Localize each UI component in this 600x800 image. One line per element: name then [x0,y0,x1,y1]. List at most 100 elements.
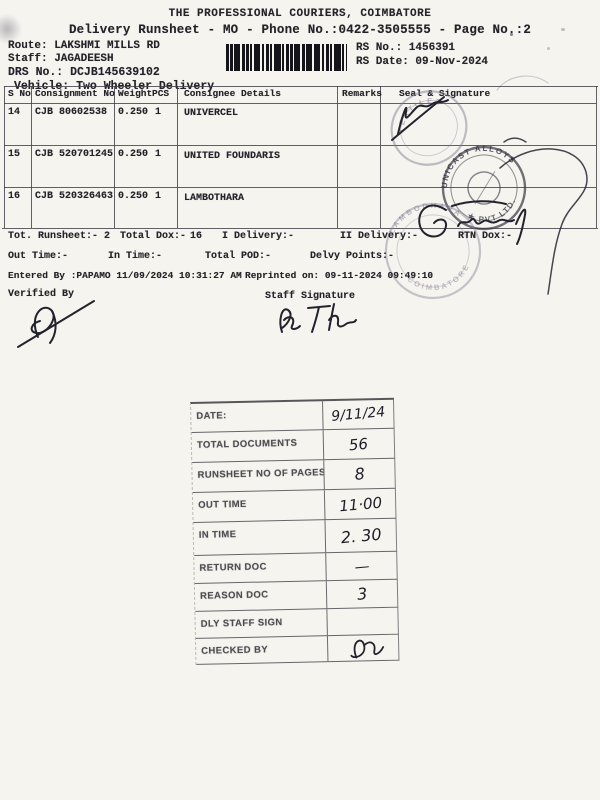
out-time-label: Out Time:- [8,251,69,262]
delivery-tally-stamp-block: DATE: 9/11/24 TOTAL DOCUMENTS 56 RUNSHEE… [190,397,400,665]
rtn-dox-label: RTN Dox:- [458,231,513,242]
total-pod-label: Total POD:- [205,251,272,262]
stamp-value-cell: 9/11/24 [322,399,394,430]
runsheet-barcode [226,44,347,71]
checked-by-signature [350,639,385,658]
cell-consignment: CJB 520326463 [35,191,114,202]
pencil-swirl-mark [496,75,549,91]
col-header-seal: Seal & Signature [399,88,491,99]
in-time-label: In Time:- [108,251,163,262]
col-header-consignee: Consignee Details [184,88,281,99]
staff-signature [279,303,357,333]
stamp-label: TOTAL DOCUMENTS [196,437,298,451]
verified-by-label: Verified By [8,289,75,300]
pen-flourish-tail [499,137,588,295]
stamp-row-reason-doc: REASON DOC 3 [194,579,399,612]
stamp-row-out-time: OUT TIME 11·00 [192,488,397,523]
handwritten-out-time: 11·00 [337,493,383,515]
table-gridline [31,86,32,228]
stamp-label: RUNSHEET NO OF PAGES [197,467,324,481]
handwritten-return-doc-dash: — [353,556,370,576]
delivery1-label: I Delivery:- [222,231,295,242]
route-line: Route: LAKSHMI MILLS RD [8,40,160,52]
table-gridline [4,145,596,146]
table-gridline [114,86,115,228]
stamp-label: IN TIME [198,529,237,541]
company-title: THE PROFESSIONAL COURIERS, COIMBATORE [168,8,432,20]
stamp-label: CHECKED BY [201,644,269,657]
handwritten-total-documents: 56 [348,434,370,454]
stamp-row-total-documents: TOTAL DOCUMENTS 56 [191,428,396,463]
reprinted-on-line: Reprinted on: 09-11-2024 09:49:10 [245,270,434,281]
stamp-label: DATE: [196,410,227,422]
cell-sno: 16 [8,191,21,202]
staff-signature-label: Staff Signature [265,291,356,302]
scan-smudge [0,14,22,44]
consignee-signature-row16 [418,200,527,245]
rs-date-line: RS Date: 09-Nov-2024 [356,56,489,68]
stamp-value-cell: 56 [322,428,395,460]
cell-pcs: 1 [155,191,162,202]
staff-line: Staff: JAGADEESH [8,53,114,65]
cell-sno: 14 [8,107,21,118]
delvy-points-label: Delvy Points:- [310,251,395,262]
stamp-value-cell: 11·00 [323,488,396,520]
table-gridline [337,86,338,228]
cell-consignee: LAMBOTHARA [184,193,245,204]
table-gridline [4,86,5,228]
handwritten-reason-doc: 3 [356,584,368,604]
scan-speck [510,33,513,36]
cell-weight: 0.250 [118,191,149,202]
stamp-value-cell: 8 [323,458,395,490]
tot-runsheet-value: 2 [104,231,111,242]
cell-consignment: CJB 520701245 [35,149,114,160]
stamp-label: RETURN DOC [199,561,267,574]
col-header-sno: S No [8,88,31,99]
cell-sno: 15 [8,149,21,160]
cell-weight: 0.250 [118,107,149,118]
table-gridline [177,86,178,228]
col-header-consignment: Consignment No [35,88,115,99]
col-header-weight: Weight [118,88,153,99]
handwritten-in-time: 2. 30 [339,524,382,547]
unicast-alloys-round-seal: UNICAST ALLOYS ★ PVT LTD. [430,132,527,231]
handwritten-pages: 8 [353,464,366,484]
stamp-row-runsheet-pages: RUNSHEET NO OF PAGES 8 [192,458,396,493]
consignee-signature-row14 [391,96,449,141]
rs-no-line: RS No.: 1456391 [356,42,456,54]
table-gridline [4,187,596,188]
delivery2-label: II Delivery:- [340,231,419,242]
drs-no-line: DRS No.: DCJB145639102 [8,66,160,79]
cell-pcs: 1 [155,149,162,160]
total-dox-label: Total Dox:- [120,231,187,242]
stamp-row-checked-by: CHECKED BY [195,634,400,665]
scan-speck [561,28,565,31]
table-gridline [380,86,381,228]
total-dox-value: 16 [190,231,203,242]
verified-by-signature [17,300,95,348]
stamp-row-return-doc: RETURN DOC — [194,551,398,584]
stamp-row-date: DATE: 9/11/24 [191,399,395,433]
entered-by-line: Entered By :PAPAMO 11/09/2024 10:31:27 A… [8,270,242,281]
stamp-value-cell: — [325,551,397,581]
cell-pcs: 1 [155,107,162,118]
cell-consignee: UNITED FOUNDARIS [184,151,281,162]
stamp-row-in-time: IN TIME 2. 30 [193,518,398,556]
cell-consignment: CJB 80602538 [35,107,108,118]
cell-consignee: UNIVERCEL [184,108,239,119]
handwritten-date: 9/11/24 [330,404,386,425]
tot-runsheet-label: Tot. Runsheet:- [8,231,99,242]
stamp-value-cell [326,634,399,662]
col-header-remarks: Remarks [342,88,382,99]
stamp-value-cell [326,607,398,636]
stamp-label: DLY STAFF SIGN [200,617,283,630]
cell-weight: 0.250 [118,149,149,160]
stamp-label: OUT TIME [198,498,247,511]
stamp-label: REASON DOC [199,589,269,602]
table-gridline [4,86,598,87]
col-header-pcs: PCS [152,88,170,99]
stamp-value-cell: 3 [325,579,398,609]
scan-speck [547,47,550,50]
table-gridline [4,103,596,104]
